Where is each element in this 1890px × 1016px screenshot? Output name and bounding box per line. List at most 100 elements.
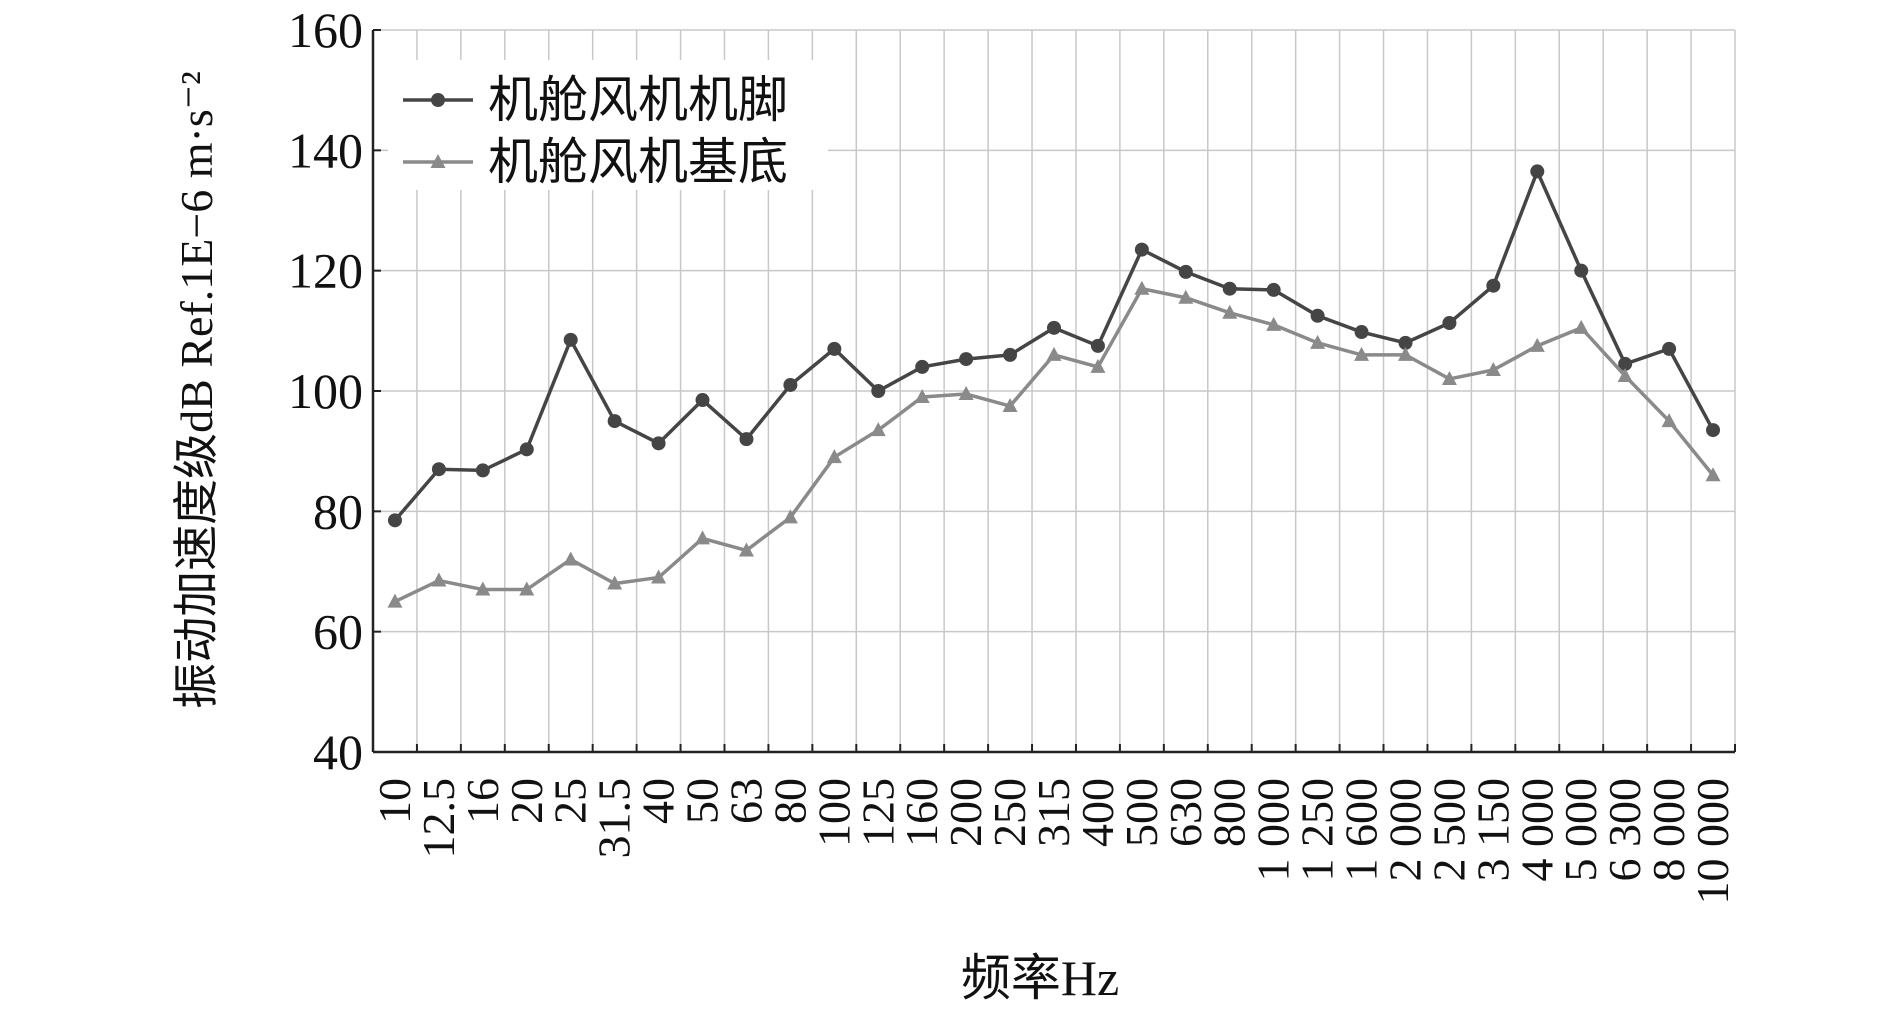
marker [695, 393, 710, 408]
x-tick-label: 2 000 [1379, 778, 1430, 882]
marker [1178, 264, 1193, 279]
marker [1222, 281, 1237, 296]
marker [1266, 282, 1281, 297]
x-tick-label: 10 000 [1687, 778, 1738, 905]
y-axis-label: 振动加速度级dB Ref.1E−6 m·s⁻² [171, 71, 222, 709]
x-tick-label: 5 000 [1555, 778, 1606, 882]
marker [431, 572, 447, 587]
marker [1310, 308, 1325, 323]
marker [651, 569, 667, 584]
marker [1617, 367, 1633, 382]
marker [607, 575, 623, 590]
x-tick-label: 4 000 [1511, 778, 1562, 882]
marker [1573, 319, 1589, 334]
x-tick-label: 1 250 [1292, 778, 1343, 882]
legend-marker [431, 93, 445, 107]
marker [1134, 280, 1150, 295]
x-tick-label: 8 000 [1643, 778, 1694, 882]
marker [871, 384, 886, 398]
x-tick-label: 25 [545, 778, 596, 824]
x-tick-label: 40 [633, 778, 684, 824]
marker [782, 509, 798, 524]
marker [607, 414, 622, 429]
marker [475, 581, 491, 596]
x-tick-label: 500 [1116, 778, 1167, 847]
marker [1397, 346, 1413, 361]
y-tick-label: 140 [288, 122, 363, 178]
x-tick-label: 315 [1028, 778, 1079, 847]
legend-background [388, 60, 828, 190]
marker [1046, 346, 1062, 361]
marker [475, 463, 490, 478]
x-tick-label: 1 000 [1248, 778, 1299, 882]
marker [959, 352, 974, 367]
marker [738, 542, 754, 557]
x-tick-label: 125 [852, 778, 903, 847]
x-tick-label: 6 300 [1599, 778, 1650, 882]
marker [1134, 242, 1149, 257]
y-tick-label: 40 [313, 724, 363, 780]
x-tick-label: 16 [457, 778, 508, 824]
x-tick-label: 2 500 [1423, 778, 1474, 882]
marker [1222, 304, 1238, 319]
x-tick-label: 100 [808, 778, 859, 847]
marker [519, 581, 535, 596]
marker [1266, 316, 1282, 331]
marker [1354, 325, 1369, 340]
x-tick-label: 10 [369, 778, 420, 824]
x-tick-label: 12.5 [413, 778, 464, 859]
x-tick-label: 3 150 [1467, 778, 1518, 882]
marker [519, 442, 534, 457]
marker [1090, 338, 1105, 353]
marker [1706, 423, 1721, 438]
marker [739, 432, 754, 447]
marker [1662, 341, 1677, 356]
x-tick-label: 63 [720, 778, 771, 824]
x-tick-label: 400 [1072, 778, 1123, 847]
marker [1442, 316, 1457, 331]
marker [1486, 278, 1501, 293]
marker [1003, 347, 1018, 362]
marker [1178, 289, 1194, 304]
x-tick-label: 160 [896, 778, 947, 847]
marker [1705, 467, 1721, 482]
y-tick-label: 160 [288, 2, 363, 58]
marker [1661, 413, 1677, 428]
marker [826, 449, 842, 464]
x-axis-label: 频率Hz [961, 950, 1119, 1006]
x-tick-label: 80 [764, 778, 815, 824]
marker [958, 386, 974, 401]
legend-label: 机舱风机机脚 [488, 72, 788, 128]
legend-marker [430, 154, 446, 168]
marker [1398, 335, 1413, 350]
marker [1485, 361, 1501, 376]
marker [914, 389, 930, 404]
x-tick-label: 800 [1204, 778, 1255, 847]
marker [431, 462, 446, 477]
marker [563, 551, 579, 566]
y-tick-label: 120 [288, 243, 363, 299]
x-tick-label: 1 600 [1336, 778, 1387, 882]
marker [1574, 263, 1589, 278]
marker [1354, 346, 1370, 361]
marker [1002, 398, 1018, 413]
marker [1441, 370, 1457, 385]
x-tick-label: 630 [1160, 778, 1211, 847]
marker [915, 359, 930, 374]
marker [1047, 320, 1061, 335]
marker [870, 422, 886, 437]
x-tick-label: 50 [677, 778, 728, 824]
marker [1618, 356, 1633, 371]
marker [387, 513, 402, 528]
marker [563, 332, 578, 347]
marker [1529, 337, 1545, 352]
marker [783, 377, 798, 392]
x-tick-label: 20 [501, 778, 552, 824]
marker [827, 341, 842, 356]
y-tick-label: 100 [288, 363, 363, 419]
x-tick-label: 200 [940, 778, 991, 847]
y-tick-label: 60 [313, 604, 363, 660]
marker [651, 436, 666, 451]
